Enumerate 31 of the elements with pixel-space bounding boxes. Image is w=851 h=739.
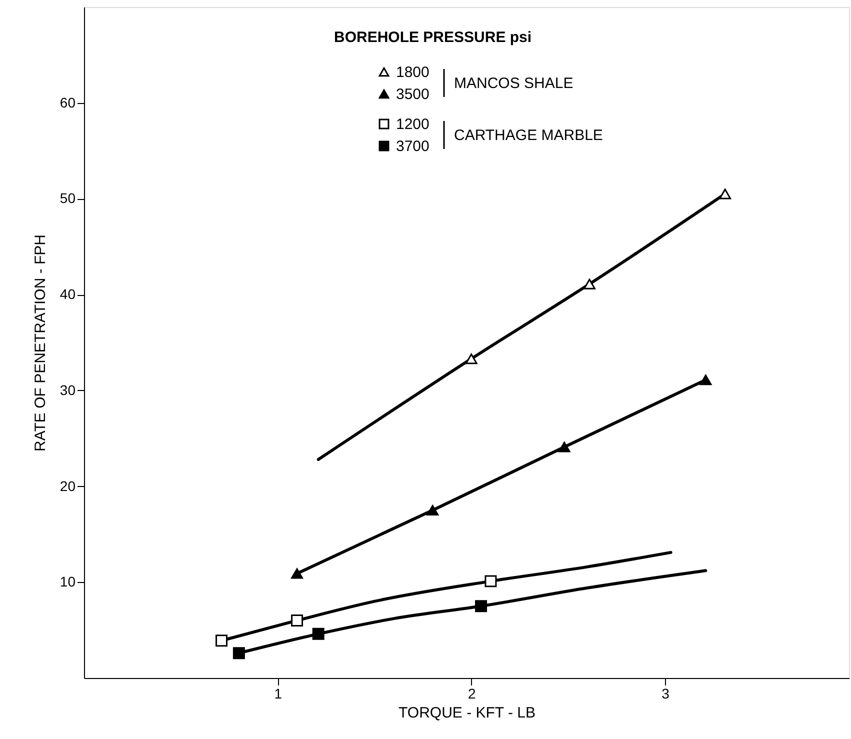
point <box>216 634 228 647</box>
legend-label: 3700 <box>396 138 430 155</box>
point <box>232 647 245 660</box>
point <box>291 614 304 626</box>
point <box>583 278 596 290</box>
x-axis-title: TORQUE - KFT - LB <box>398 704 536 722</box>
annotation: MANCOS SHALE <box>454 75 574 92</box>
x-tick-label: 1 <box>274 686 282 702</box>
legend-label: 1800 <box>396 64 430 81</box>
y-tick-label: 10 <box>60 574 76 590</box>
x-tick-label: 3 <box>662 686 670 702</box>
point <box>426 504 439 516</box>
y-tick-label: 40 <box>60 286 76 302</box>
point <box>700 374 712 386</box>
point <box>291 568 304 579</box>
point <box>484 575 497 588</box>
legend-label: 3500 <box>396 86 430 103</box>
point <box>465 354 478 364</box>
y-tick-label: 60 <box>60 94 76 110</box>
x-tick-label: 2 <box>468 686 476 702</box>
legend-title: BOREHOLE PRESSURE psi <box>334 29 532 46</box>
y-axis-title: RATE OF PENETRATION - FPH <box>32 234 49 452</box>
annotation: CARTHAGE MARBLE <box>454 127 603 144</box>
y-tick-label: 20 <box>60 478 76 494</box>
point <box>312 628 324 640</box>
y-tick-label: 50 <box>60 190 76 206</box>
point <box>719 188 732 200</box>
point <box>558 442 570 452</box>
point <box>475 600 488 612</box>
legend-label: 1200 <box>396 116 430 133</box>
y-tick-label: 30 <box>60 382 76 398</box>
